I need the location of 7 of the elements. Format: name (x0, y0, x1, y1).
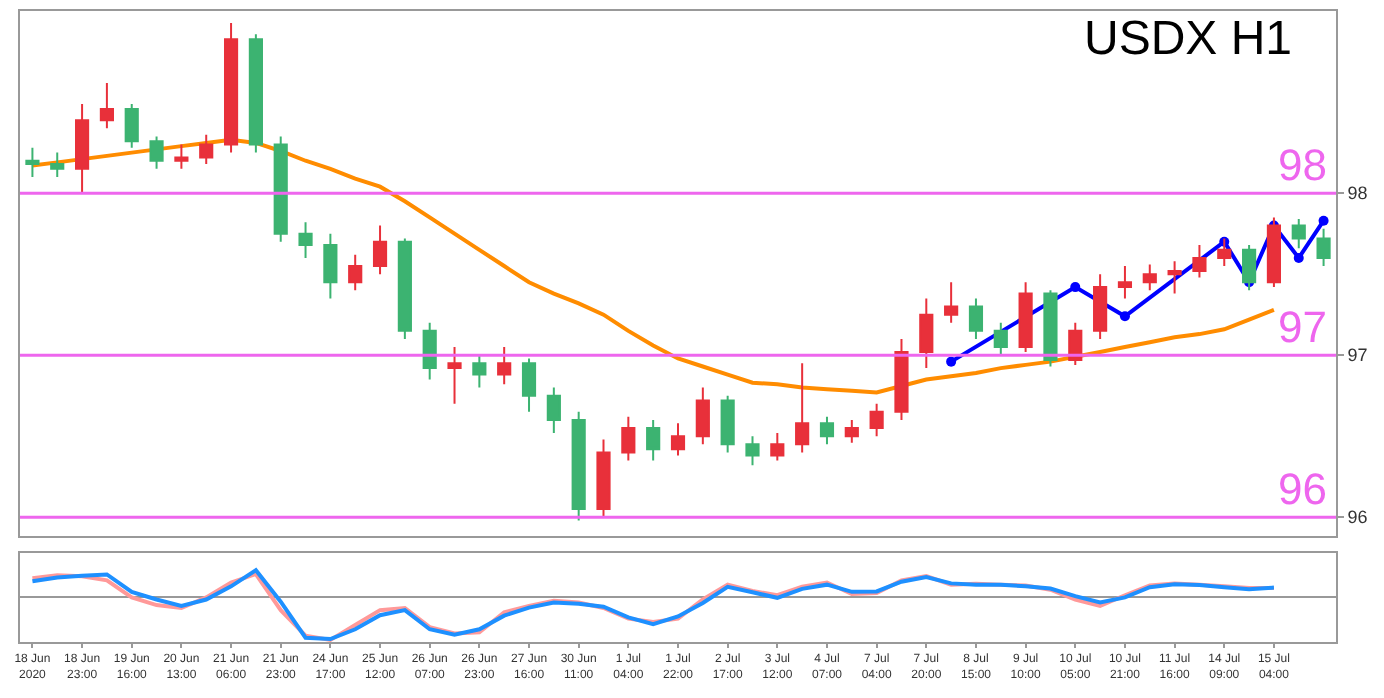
y-tick-label: 97 (1278, 302, 1327, 352)
y-tick-label: 98 (1278, 140, 1327, 190)
ref-line-label: 97 (1347, 345, 1368, 366)
ref-line-label: 98 (1347, 183, 1368, 204)
chart-title: USDX H1 (1084, 12, 1293, 66)
ref-line-label: 96 (1347, 507, 1368, 528)
y-tick-label: 96 (1278, 464, 1327, 514)
